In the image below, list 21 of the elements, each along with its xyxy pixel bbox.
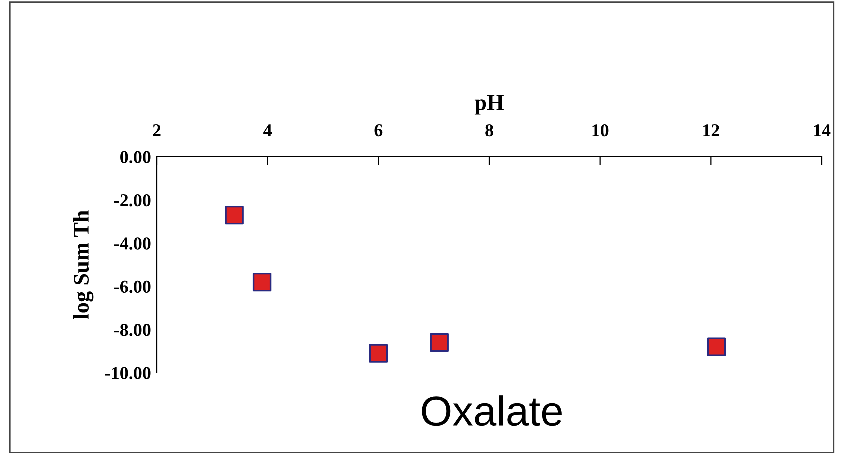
- x-tick-label: 6: [374, 124, 383, 137]
- y-tick-label: -8.00: [114, 324, 151, 336]
- point: [225, 206, 244, 225]
- x-tick-label: 4: [264, 124, 272, 136]
- y-tick-label: -10.00: [105, 367, 151, 380]
- y-axis-title: log Sum Th: [73, 210, 94, 320]
- x-tick-label: 14: [814, 124, 831, 136]
- point: [252, 272, 272, 292]
- x-tick-label: 12: [704, 124, 720, 136]
- y-tick-label: -4.00: [114, 238, 151, 250]
- point: [430, 333, 449, 352]
- x-tick-label: 2: [153, 124, 161, 136]
- text: Oxalate: [422, 396, 562, 426]
- x-axis-title: pH: [474, 96, 504, 115]
- y-tick-label: 0.00: [120, 151, 151, 164]
- x-tick-label: 10: [592, 124, 609, 137]
- point: [369, 344, 388, 363]
- y-tick-label: -2.00: [114, 194, 151, 207]
- x-tick-label: 8: [486, 124, 494, 137]
- y-tick-label: -6.00: [114, 280, 151, 294]
- point: [707, 338, 726, 356]
